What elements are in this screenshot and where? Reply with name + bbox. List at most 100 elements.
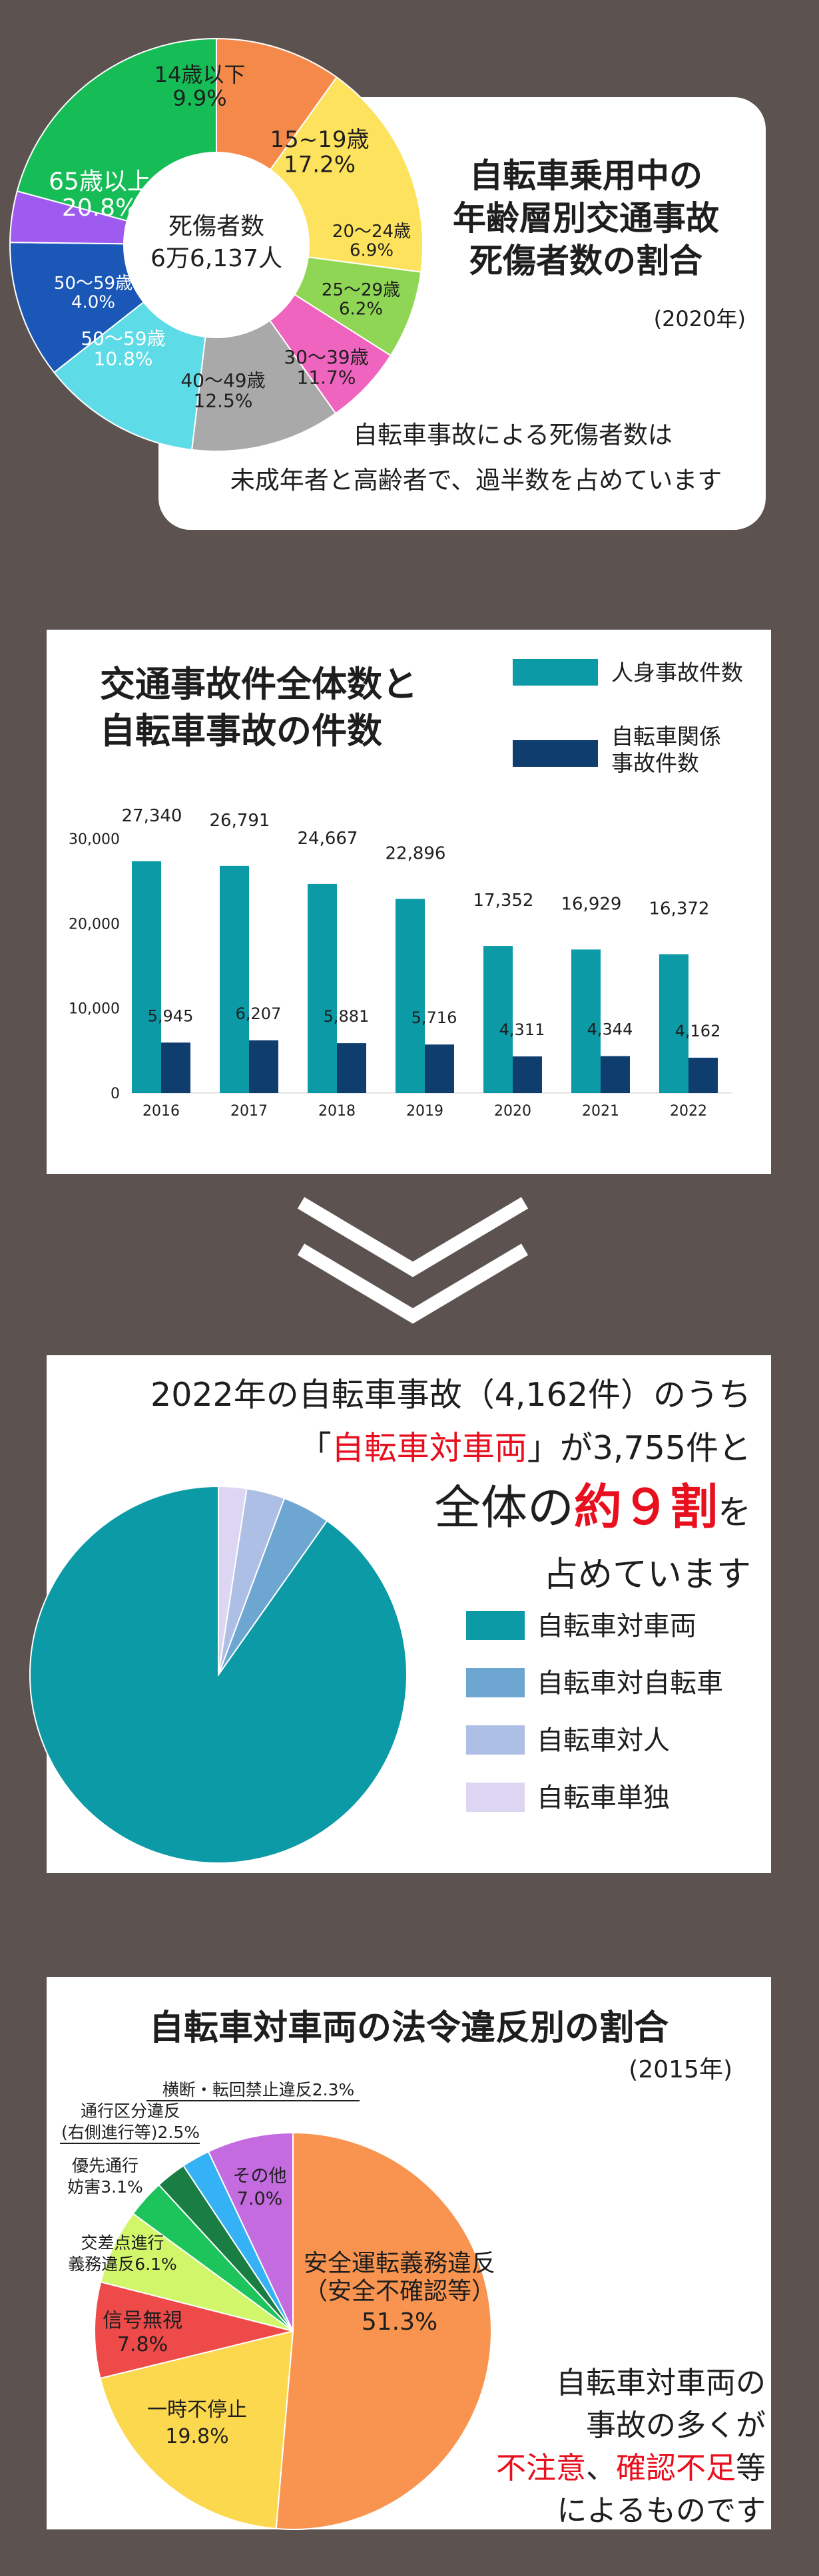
bar-bicycle-label: 4,162 [675,1022,721,1040]
donut-slice-value: 6.9% [350,241,394,261]
violation-label: その他 [233,2166,287,2187]
violation-label: 交差点進行 [81,2233,164,2253]
bar-total-label: 24,667 [298,829,358,849]
x-tick-label: 2016 [142,1103,180,1120]
pie-headline-part: 「 [298,1429,332,1467]
donut-title: 自転車乗用中の 年齢層別交通事故 死傷者数の割合 [400,154,772,282]
donut-slice-label: 15~19歳 [270,126,369,153]
bar-total-label: 16,929 [561,894,622,914]
legend-swatch [466,1668,525,1697]
donut-caption-line: 自転車事故による死傷者数は [353,421,673,449]
donut-slice-label: 50〜59歳 [81,327,165,349]
bar-total-label: 26,791 [210,811,270,831]
legend-label: 自転車対人 [537,1725,670,1756]
bar-bicycle-label: 4,311 [499,1020,545,1039]
donut-slice-label: 40〜49歳 [180,369,265,391]
bar-bicycle [337,1043,366,1093]
bar-total [483,946,513,1093]
violation-caption-line: 事故の多くが [585,2408,766,2443]
legend-swatch-total [513,659,598,686]
donut-slice-label: 20〜24歳 [332,222,411,242]
x-tick-label: 2021 [582,1103,619,1120]
violation-label: 一時不停止 [147,2398,247,2422]
violation-title: 自転車対車両の法令違反別の割合 [148,2008,669,2048]
donut-slice-value: 4.0% [71,293,115,313]
violation-slice [207,2131,294,2332]
violation-year: (2015年) [629,2056,732,2083]
bar-total-label: 27,340 [122,806,182,826]
x-tick-label: 2022 [670,1103,707,1120]
donut-slice-value: 10.8% [94,348,153,370]
donut-caption-line: 未成年者と高齢者で、過半数を占めています [230,466,722,495]
legend-label: 自転車対車両 [537,1611,696,1641]
x-tick-label: 2020 [494,1103,531,1120]
donut-slice-value: 11.7% [297,367,356,389]
bar-bicycle-label: 5,881 [324,1007,370,1026]
x-tick-label: 2017 [230,1103,268,1120]
bar-total [571,949,601,1093]
violation-label: （安全不確認等） [304,2278,495,2305]
chevron-down-icon [297,1243,529,1324]
donut-center-label: 死傷者数 [168,213,264,240]
bar-bicycle-label: 4,344 [587,1020,633,1039]
donut-slice-value: 12.5% [194,390,253,412]
violation-label: 7.0% [237,2189,283,2209]
legend-label-bicycle: 自転車関係 [611,724,721,750]
pie-headline-line3: 全体の約９割を [67,1475,751,1552]
donut-slice-label: 65歳以上 [49,168,151,196]
donut-slice-label: 14歳以下 [154,62,246,87]
violation-caption-line: によるものです [557,2493,766,2528]
violation-label: 横断・転回禁止違反2.3% [162,2080,355,2099]
bar-bicycle [161,1042,190,1093]
bar-title-line: 自転車事故の件数 [100,711,382,751]
violation-label: 信号無視 [103,2309,182,2332]
pie-headline-emphasis: 約９割 [573,1479,718,1535]
bar-bicycle [688,1058,718,1093]
bar-total [132,861,161,1093]
y-tick-label: 0 [111,1086,120,1102]
violation-caption-line: 不注意、確認不足等 [466,2447,766,2489]
violation-label: 51.3% [362,2308,437,2336]
donut-year: (2020年) [653,306,746,331]
donut-slice-value: 17.2% [284,151,356,178]
bar-bicycle-label: 6,207 [236,1004,282,1023]
bar-total-label: 16,372 [649,899,710,919]
bar-total [396,899,425,1093]
pie-slice [218,1485,248,1675]
violation-slice [99,2330,294,2530]
violation-caption-emphasis: 確認不足 [615,2450,736,2485]
y-tick-label: 10,000 [69,1001,120,1018]
legend-swatch [466,1611,525,1640]
bar-bicycle [513,1056,542,1093]
violation-label: 19.8% [165,2425,228,2448]
donut-slice-label: 50〜59歳 [54,274,133,294]
bar-bicycle-label: 5,716 [411,1008,457,1027]
bar-title-line: 交通事故件全体数と [100,664,417,705]
x-tick-label: 2019 [406,1103,443,1120]
donut-slice-label: 30〜39歳 [284,346,368,368]
violation-slice [94,2281,294,2380]
bar-bicycle-label: 5,945 [148,1006,194,1025]
violation-slice [275,2131,492,2530]
legend-label: 自転車対自転車 [537,1668,723,1699]
y-tick-label: 20,000 [69,916,120,933]
bar-total-label: 22,896 [386,843,446,863]
legend-swatch [466,1783,525,1812]
pie-headline-part: 全体の [433,1480,574,1535]
violation-caption-part: 、 [585,2450,616,2485]
pie-headline-line1: 2022年の自転車事故（4,162件）のうち [150,1376,751,1414]
bar-bicycle [425,1044,454,1093]
x-tick-label: 2018 [318,1103,356,1120]
violation-caption-part: 等 [735,2450,766,2485]
bar-bicycle [249,1040,278,1093]
legend-swatch [466,1725,525,1755]
donut-hole [123,152,310,338]
pie-headline-part: を [718,1493,751,1532]
violation-label: 安全運転義務違反 [304,2250,495,2277]
bar-title: 交通事故件全体数と 自転車事故の件数 [100,662,513,755]
bar-bicycle [601,1056,630,1093]
donut-caption: 自転車事故による死傷者数は 未成年者と高齢者で、過半数を占めています [166,413,759,503]
